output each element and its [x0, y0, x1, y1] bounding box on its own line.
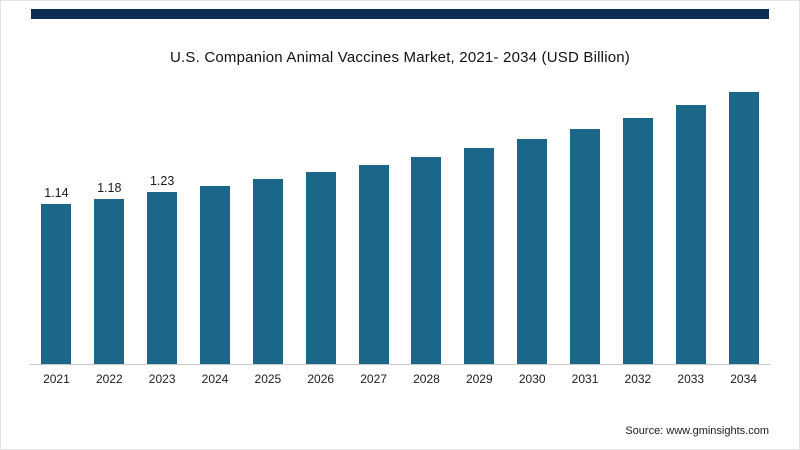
bar-2021 [41, 204, 72, 364]
bar-2031 [570, 129, 601, 364]
bar-column [453, 85, 506, 364]
chart-title: U.S. Companion Animal Vaccines Market, 2… [169, 49, 631, 66]
bar-chart: 1.14 1.18 1.23 2021 2022 2023 2024 2025 2026 202… [30, 85, 770, 386]
top-accent-bar [31, 9, 769, 19]
bar-2034 [728, 92, 759, 364]
x-tick-label: 2027 [360, 372, 387, 386]
x-tick-label: 2022 [95, 372, 123, 386]
bar-column [400, 85, 453, 364]
bar-2029 [464, 148, 495, 364]
bar-column: 1.14 [30, 85, 83, 364]
bar-2022 [94, 199, 125, 364]
bars-container: 1.14 1.18 1.23 [30, 85, 770, 365]
x-tick-label: 2021 [43, 372, 70, 386]
bar-2028 [411, 157, 442, 364]
bar-value-label: 1.23 [149, 174, 175, 188]
x-tick-label: 2023 [148, 372, 176, 386]
bar-column [559, 85, 612, 364]
bar-column [294, 85, 347, 364]
x-tick-label: 2028 [413, 372, 440, 386]
bar-column: 1.23 [136, 85, 189, 364]
bar-2032 [622, 118, 653, 364]
x-tick-label: 2034 [730, 372, 757, 386]
x-tick-label: 2032 [624, 372, 652, 386]
bar-2025 [252, 179, 283, 364]
bar-2024 [200, 186, 230, 364]
bar-value-label: 1.14 [44, 186, 69, 200]
bar-2030 [517, 139, 548, 364]
bar-2033 [675, 105, 706, 364]
bar-column [347, 85, 400, 364]
x-tick-label: 2026 [307, 372, 335, 386]
x-tick-label: 2031 [571, 372, 599, 386]
bar-column [664, 85, 717, 364]
bar-column [506, 85, 559, 364]
x-tick-label: 2030 [518, 372, 546, 386]
bar-column [611, 85, 664, 364]
x-tick-label: 2025 [254, 372, 282, 386]
bar-column: 1.18 [83, 85, 136, 364]
x-tick-label: 2029 [465, 372, 493, 386]
source-attribution: Source: www.gminsights.com [625, 425, 769, 437]
bar-column [241, 85, 294, 364]
bar-column [717, 85, 770, 364]
bar-column [189, 85, 242, 364]
x-tick-label: 2033 [677, 372, 705, 386]
bar-2023 [147, 192, 178, 364]
x-axis-labels: 2021 2022 2023 2024 2025 2026 2027 2028 2029 2030… [30, 365, 770, 386]
bar-2027 [358, 165, 389, 364]
bar-value-label: 1.18 [97, 181, 122, 195]
x-tick-label: 2024 [201, 372, 229, 386]
bar-2026 [305, 172, 336, 364]
